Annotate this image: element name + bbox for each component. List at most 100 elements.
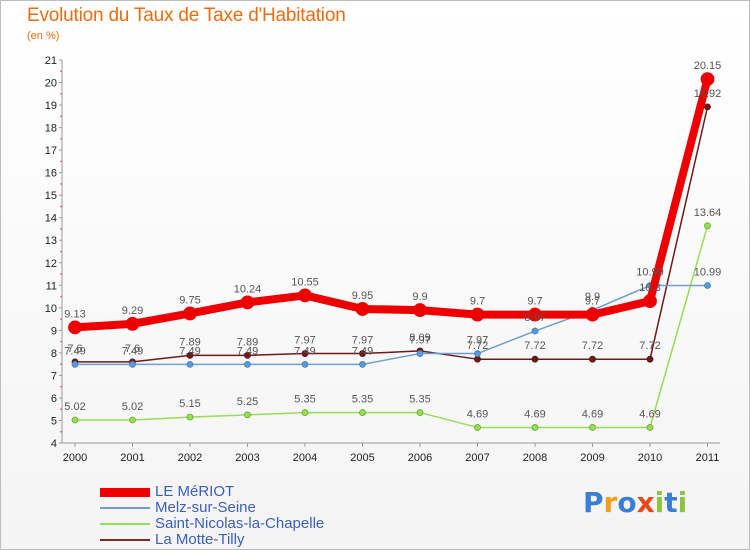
y-minor-tick (60, 115, 62, 118)
data-point-le-meriot (585, 307, 600, 322)
data-point-le-meriot (68, 320, 82, 335)
proxiti-logo: Proxiti (583, 486, 688, 519)
data-point-melz-sur-seine (474, 350, 481, 357)
data-label-melz-sur-seine: 7.49 (122, 345, 143, 357)
y-tick-label: 6 (51, 393, 57, 405)
data-label-melz-sur-seine: 7.97 (467, 335, 488, 347)
y-minor-tick (60, 205, 62, 208)
y-minor-tick (60, 430, 62, 433)
legend-label-melz-sur-seine: Melz-sur-Seine (155, 499, 256, 516)
x-tick-label: 2003 (235, 452, 259, 464)
data-label-le-meriot: 10.24 (234, 283, 262, 295)
y-tick-label: 4 (51, 438, 57, 450)
data-label-melz-sur-seine: 7.97 (409, 335, 430, 347)
x-tick-label: 2010 (638, 452, 662, 464)
data-label-la-motte-tilly: 7.72 (467, 340, 488, 352)
data-point-melz-sur-seine (244, 360, 251, 368)
y-tick-label: 12 (45, 258, 57, 270)
data-point-la-motte-tilly (301, 350, 309, 357)
legend-label-le-meriot: LE MéRIOT (155, 483, 235, 500)
data-label-le-meriot: 9.9 (412, 291, 427, 303)
data-label-la-motte-tilly: 7.6 (125, 343, 140, 355)
legend-swatch-la-motte-tilly (100, 539, 150, 541)
data-label-saint-nicolas-la-chapelle: 5.02 (64, 401, 85, 413)
data-label-le-meriot: 9.95 (352, 290, 373, 302)
data-point-saint-nicolas-la-chapelle (704, 222, 711, 230)
legend-swatch-saint-nicolas-la-chapelle (100, 523, 150, 525)
data-label-la-motte-tilly: 18.92 (694, 88, 722, 100)
data-label-melz-sur-seine: 8.97 (524, 312, 545, 324)
y-minor-tick (60, 273, 62, 275)
data-point-la-motte-tilly (244, 351, 251, 359)
data-label-saint-nicolas-la-chapelle: 13.64 (694, 207, 722, 219)
data-point-le-meriot (125, 316, 140, 331)
y-tick-label: 5 (51, 415, 57, 427)
data-label-saint-nicolas-la-chapelle: 4.69 (582, 408, 603, 420)
legend-label-la-motte-tilly: La Motte-Tilly (155, 531, 245, 548)
data-point-melz-sur-seine (359, 360, 366, 368)
data-point-saint-nicolas-la-chapelle (129, 416, 136, 424)
data-point-saint-nicolas-la-chapelle (531, 424, 539, 431)
data-point-la-motte-tilly (589, 355, 596, 363)
data-label-saint-nicolas-la-chapelle: 5.35 (409, 394, 430, 406)
data-point-la-motte-tilly (474, 355, 481, 363)
data-label-le-meriot: 9.75 (179, 294, 200, 306)
data-point-melz-sur-seine (186, 360, 194, 368)
data-label-la-motte-tilly: 7.72 (524, 340, 545, 352)
data-point-saint-nicolas-la-chapelle (646, 424, 654, 431)
y-minor-tick (60, 295, 62, 298)
data-label-saint-nicolas-la-chapelle: 4.69 (467, 408, 488, 420)
data-point-la-motte-tilly (704, 103, 711, 111)
data-label-saint-nicolas-la-chapelle: 5.25 (237, 396, 258, 408)
legend-label-saint-nicolas-la-chapelle: Saint-Nicolas-la-Chapelle (155, 515, 325, 532)
data-point-melz-sur-seine (416, 350, 424, 357)
y-minor-tick (60, 340, 62, 343)
x-tick-label: 2009 (580, 452, 604, 464)
data-label-saint-nicolas-la-chapelle: 5.35 (352, 394, 373, 406)
y-minor-tick (60, 363, 62, 365)
data-label-melz-sur-seine: 9.9 (585, 291, 600, 303)
y-minor-tick (60, 183, 62, 185)
y-minor-tick (60, 160, 62, 163)
series-line-saint-nicolas-la-chapelle (74, 225, 709, 429)
data-point-la-motte-tilly (186, 351, 194, 359)
data-label-melz-sur-seine: 10.99 (636, 267, 664, 279)
data-point-melz-sur-seine (71, 360, 79, 368)
y-minor-tick (60, 228, 62, 230)
data-label-le-meriot: 9.7 (470, 296, 485, 308)
y-minor-tick (60, 92, 62, 95)
data-label-saint-nicolas-la-chapelle: 4.69 (639, 408, 660, 420)
x-tick-label: 2005 (350, 452, 374, 464)
legend-swatch-melz-sur-seine (100, 507, 150, 509)
x-tick-label: 2011 (696, 452, 720, 464)
data-label-le-meriot: 9.29 (122, 305, 143, 317)
y-minor-tick (60, 318, 62, 320)
data-point-saint-nicolas-la-chapelle (416, 409, 424, 416)
data-point-melz-sur-seine (301, 360, 309, 368)
data-label-melz-sur-seine: 7.49 (237, 345, 258, 357)
y-tick-label: 19 (45, 100, 57, 112)
y-tick-label: 16 (45, 168, 57, 180)
data-point-saint-nicolas-la-chapelle (589, 424, 596, 431)
data-point-saint-nicolas-la-chapelle (186, 413, 194, 421)
y-minor-tick (60, 250, 62, 253)
y-minor-tick (60, 385, 62, 388)
data-point-la-motte-tilly (531, 355, 539, 363)
data-label-melz-sur-seine: 7.49 (294, 345, 315, 357)
data-point-saint-nicolas-la-chapelle (359, 409, 366, 416)
data-label-saint-nicolas-la-chapelle: 5.15 (179, 398, 200, 410)
y-tick-label: 17 (45, 145, 57, 157)
data-point-saint-nicolas-la-chapelle (301, 409, 309, 416)
data-label-saint-nicolas-la-chapelle: 5.35 (294, 394, 315, 406)
data-point-saint-nicolas-la-chapelle (71, 416, 79, 424)
data-label-le-meriot: 9.13 (64, 308, 85, 320)
y-minor-tick (60, 138, 62, 140)
series-line-le-meriot (71, 75, 712, 332)
x-tick-label: 2001 (120, 452, 144, 464)
data-label-la-motte-tilly: 7.97 (352, 335, 373, 347)
data-point-le-meriot (183, 306, 197, 321)
data-point-melz-sur-seine (531, 327, 539, 335)
data-point-le-meriot (355, 302, 370, 316)
